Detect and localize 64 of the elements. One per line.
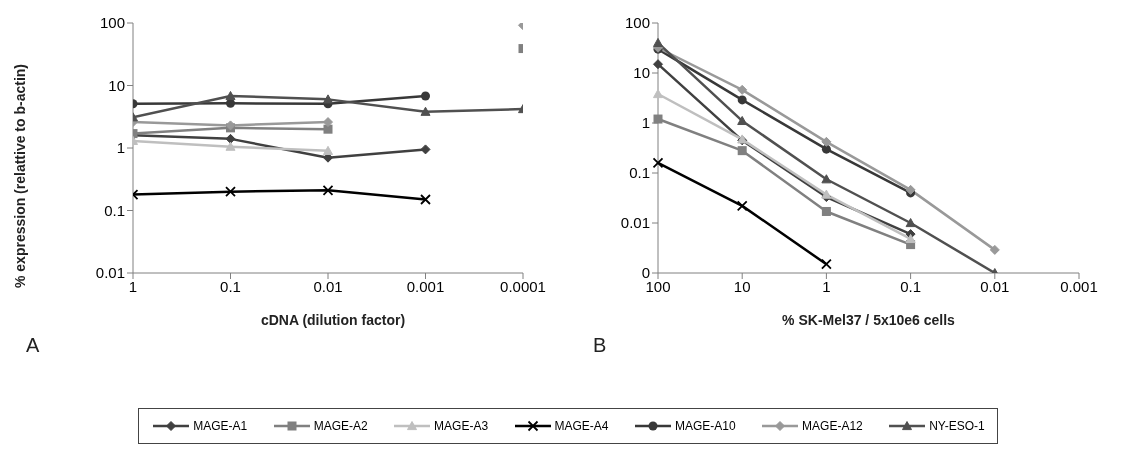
point <box>737 146 747 156</box>
point <box>653 37 663 47</box>
text: B <box>593 334 607 357</box>
point <box>989 244 1000 255</box>
y-tick-label: 100 <box>99 14 125 32</box>
x-axis-title: % SK-Mel37 / 5x10e6 cells <box>781 312 956 328</box>
x-tick-label: 0.01 <box>313 277 343 295</box>
y-tick-label: 1 <box>641 114 650 132</box>
point <box>420 194 431 205</box>
point <box>821 144 831 154</box>
point <box>653 114 663 124</box>
y-tick-label: 0.1 <box>629 164 650 182</box>
point <box>905 233 916 244</box>
point <box>737 115 748 126</box>
point <box>821 189 832 199</box>
x-tick-label: 10 <box>733 277 751 295</box>
point <box>421 91 430 101</box>
point <box>225 186 236 198</box>
x-tick-label: 0.001 <box>1060 277 1098 295</box>
point <box>323 145 333 155</box>
point <box>225 133 236 144</box>
y-tick-label: 1 <box>116 139 125 157</box>
point <box>821 258 832 270</box>
legend-label: MAGE-A4 <box>554 419 609 433</box>
y-axis-title: % expression (relattive to b-actin) <box>12 63 28 289</box>
y-tick-label: 0 <box>641 264 650 282</box>
point <box>225 90 236 101</box>
legend-label: MAGE-A12 <box>802 419 863 433</box>
text: A <box>26 334 40 357</box>
point <box>821 206 831 216</box>
y-tick-label: 10 <box>633 64 650 82</box>
x-tick-label: 0.01 <box>980 277 1010 295</box>
point <box>323 94 333 104</box>
y-tick-label: 0.01 <box>620 214 650 232</box>
point <box>737 84 748 95</box>
point <box>905 218 916 228</box>
legend-label: MAGE-A10 <box>674 419 736 433</box>
point <box>226 98 235 108</box>
point <box>652 157 664 169</box>
point <box>821 136 832 147</box>
x-axis-title: cDNA (dilution factor) <box>259 312 407 328</box>
legend-label: MAGE-A2 <box>313 419 368 433</box>
legend-label: MAGE-A1 <box>193 419 248 433</box>
y-tick-label: 0.01 <box>95 264 125 282</box>
y-tick-label: 100 <box>624 14 650 32</box>
point <box>736 200 748 212</box>
legend-label: NY-ESO-1 <box>929 419 985 433</box>
point <box>420 144 431 155</box>
x-tick-label: 0.001 <box>406 277 445 295</box>
point <box>737 95 747 105</box>
point <box>653 59 663 70</box>
point <box>322 184 334 196</box>
x-tick-label: 1 <box>822 277 831 295</box>
y-tick-label: 10 <box>108 76 125 94</box>
x-tick-label: 0.1 <box>220 277 241 295</box>
x-tick-label: 0.0001 <box>500 277 546 295</box>
x-tick-label: 1 <box>128 277 138 295</box>
legend-label: MAGE-A3 <box>434 419 489 433</box>
y-tick-label: 0.1 <box>104 201 125 219</box>
point <box>905 184 916 195</box>
x-tick-label: 0.1 <box>900 277 922 295</box>
point <box>420 106 431 116</box>
point <box>225 141 236 151</box>
point <box>821 174 832 184</box>
